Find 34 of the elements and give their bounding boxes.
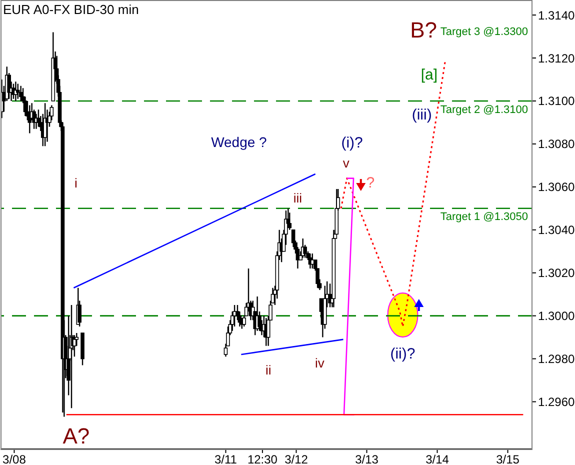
ref-line-label: Target 2 @1.3100: [440, 104, 528, 116]
annotation: (i)?: [341, 134, 363, 152]
y-tick-label: 1.3040: [538, 223, 575, 238]
annotation: Target 3 @1.3300: [440, 26, 528, 38]
annotation: v: [342, 156, 350, 170]
x-tick-label: 3/13: [355, 452, 379, 465]
annotation: (iii): [412, 106, 432, 124]
x-tick-label: 3/14: [426, 452, 450, 465]
x-tick-label: 3/15: [496, 452, 520, 465]
y-tick-label: 1.3100: [538, 94, 575, 108]
ref-line-label: Target 1 @1.3050: [440, 211, 528, 224]
annotation: Wedge ?: [211, 134, 268, 150]
annotation: A?: [62, 423, 90, 448]
y-tick-label: 1.2960: [538, 394, 575, 409]
annotation: i: [74, 176, 78, 190]
annotation: iv: [315, 356, 325, 370]
x-tick-label: 3/11: [214, 452, 238, 465]
annotation: ii: [265, 362, 272, 378]
y-tick-label: 1.3120: [538, 51, 575, 66]
y-tick-label: 1.3060: [538, 180, 575, 194]
y-tick-label: 1.2980: [538, 352, 575, 366]
y-tick-label: 1.3000: [538, 309, 575, 324]
annotation: (ii)?: [390, 346, 416, 362]
annotation: iii: [293, 190, 302, 206]
x-tick-label: 12:30: [247, 452, 278, 465]
y-tick-label: 1.3080: [538, 137, 575, 152]
chart-title: EUR A0-FX BID-30 min: [3, 2, 139, 17]
x-tick-label: 3/12: [284, 452, 308, 465]
annotation: ?: [366, 174, 375, 192]
annotation: [a]: [420, 66, 438, 84]
y-tick-label: 1.3020: [538, 266, 575, 280]
x-tick-label: 3/08: [2, 452, 26, 465]
annotation: B?: [410, 18, 437, 42]
y-tick-label: 1.3140: [538, 8, 575, 22]
